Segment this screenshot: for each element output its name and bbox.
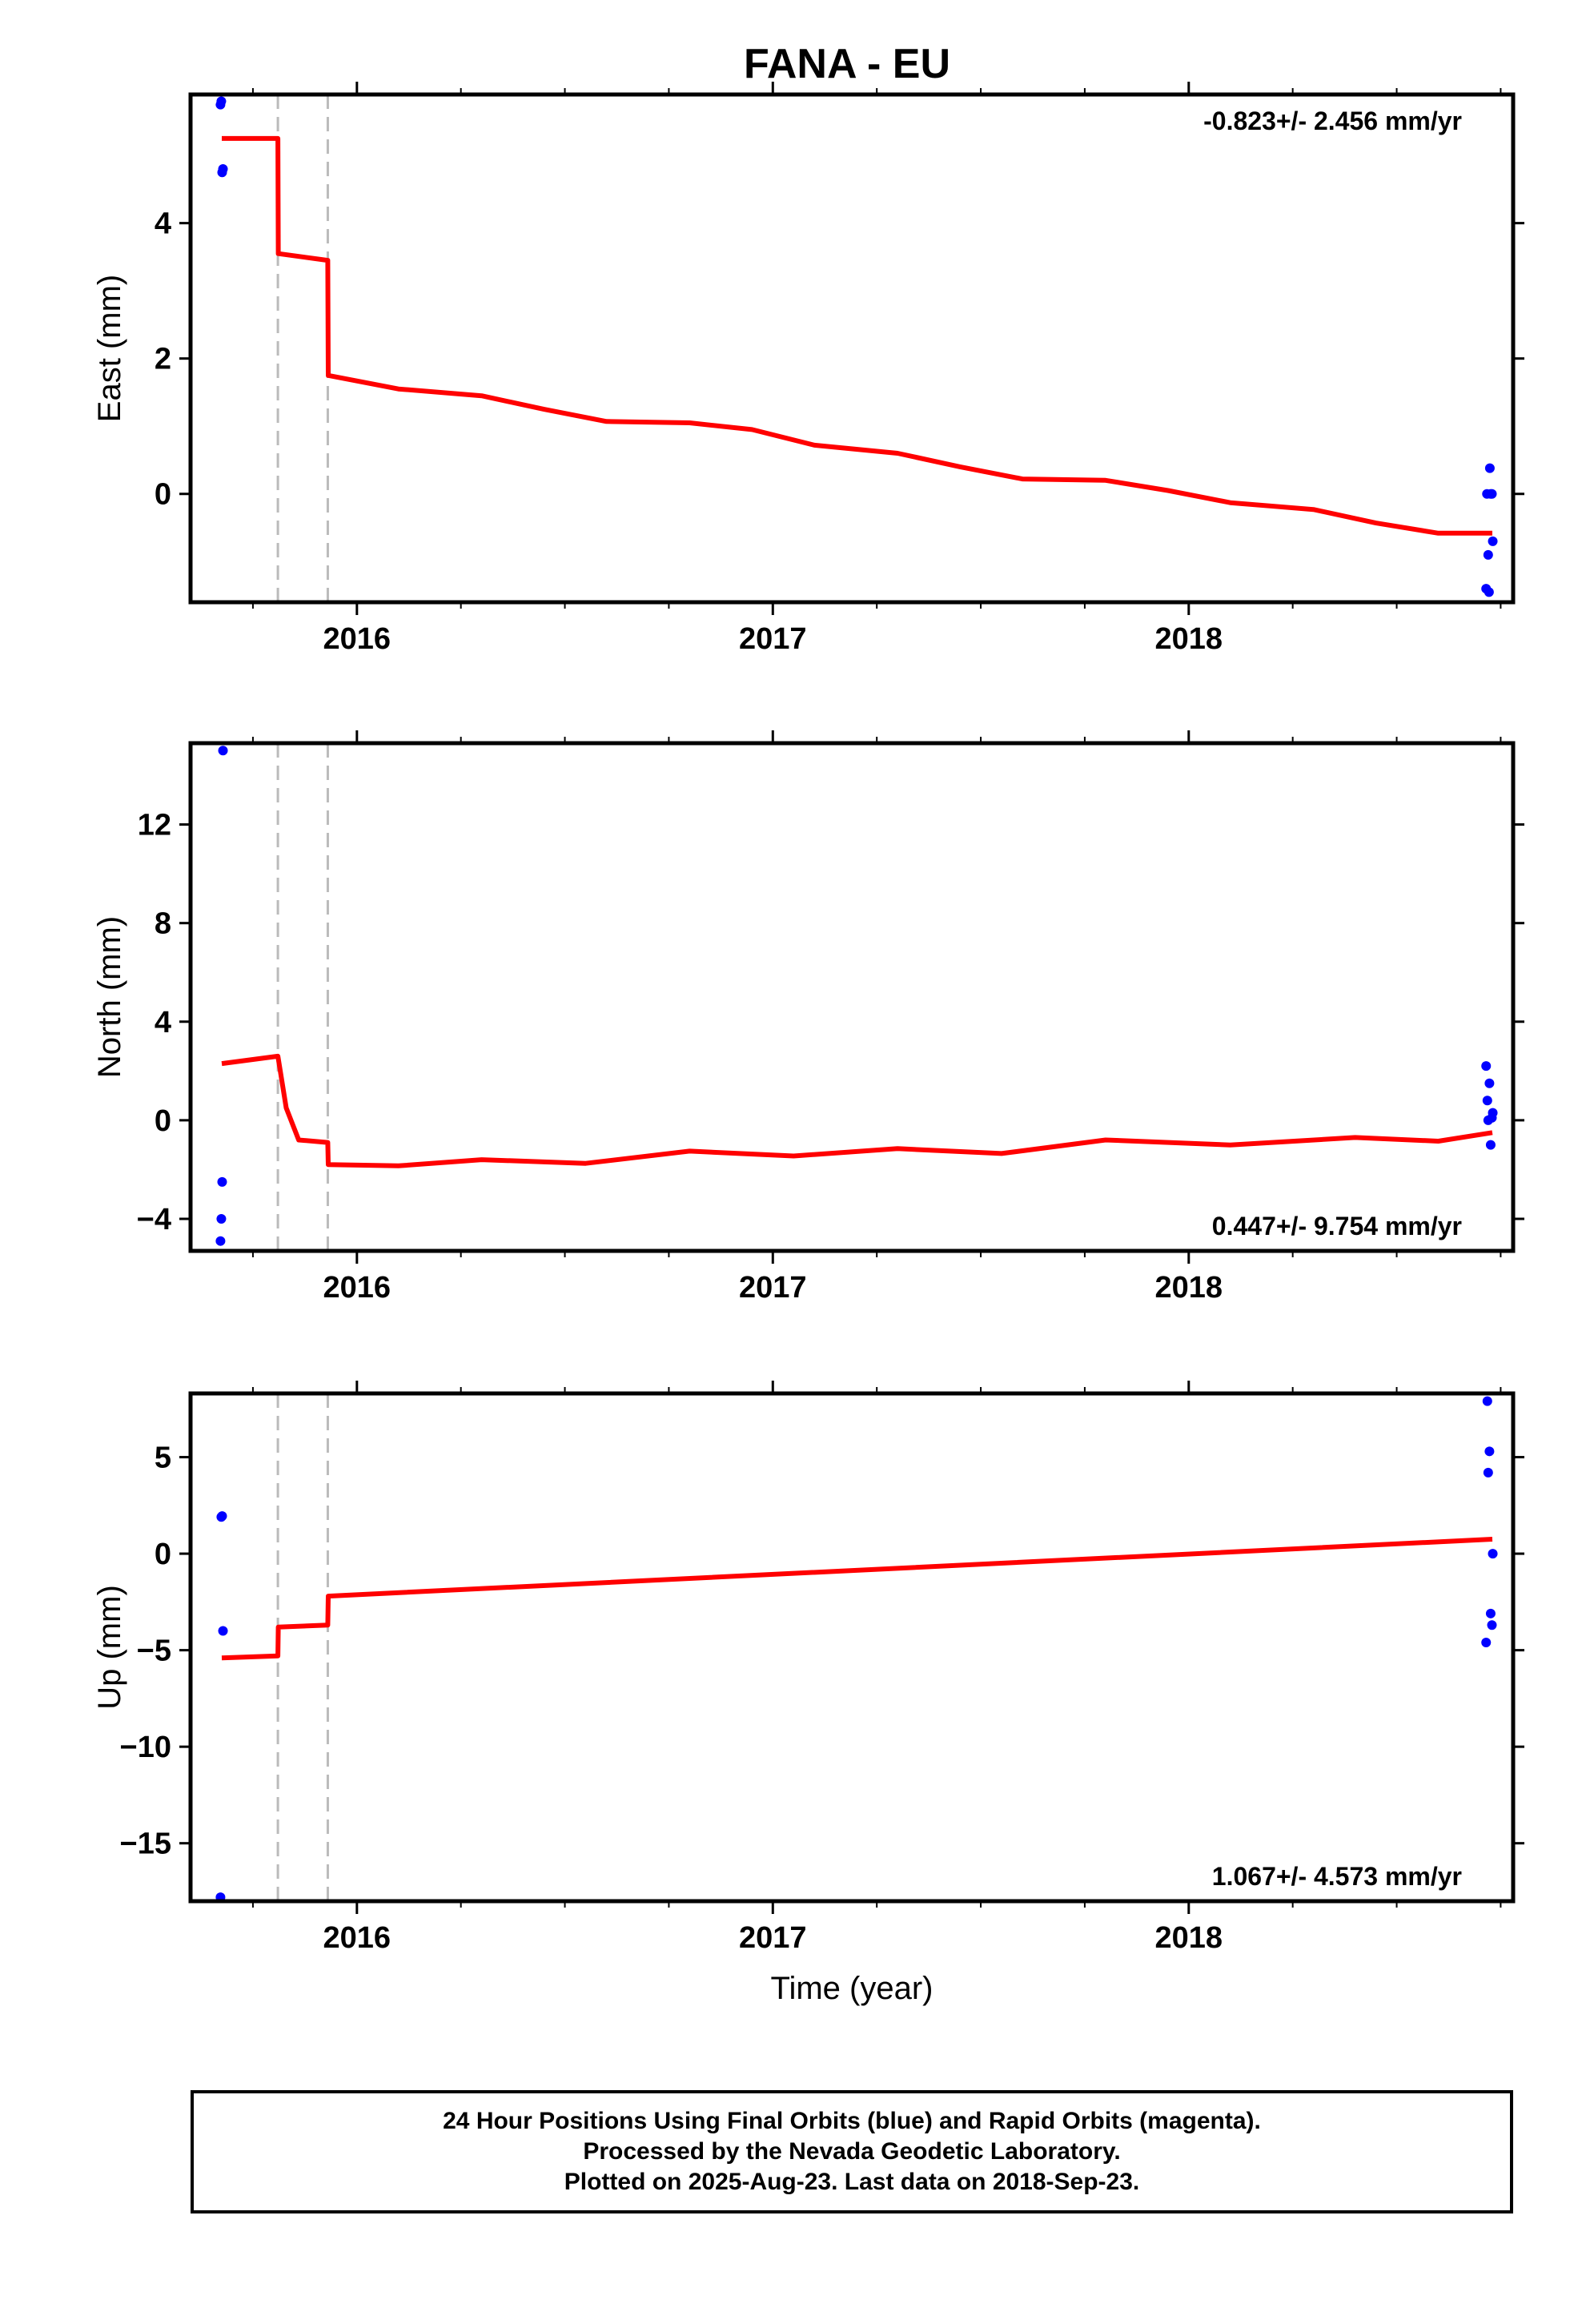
model-line xyxy=(222,135,1492,536)
data-point xyxy=(1485,1140,1496,1150)
y-tick-label: 0 xyxy=(155,1104,171,1138)
data-point xyxy=(1482,1396,1492,1406)
panel-up: −15 −10 −5 0 5 2016 2017 2018 Up (mm) 1.067+/- 4.… xyxy=(92,1381,1524,2006)
data-point xyxy=(1487,489,1497,499)
data-point xyxy=(1485,1608,1496,1618)
plot-frame xyxy=(188,92,1516,605)
model-line xyxy=(221,1537,1493,1661)
x-tick-label: 2018 xyxy=(1155,1271,1223,1305)
model-line xyxy=(221,1053,1493,1168)
x-tick-label: 2016 xyxy=(323,1271,391,1305)
y-tick-label: 4 xyxy=(155,1006,171,1039)
x-tick-label: 2017 xyxy=(739,1271,807,1305)
panel-east: 0 2 4 2016 2017 2018 East (mm) -0.823+/- 2.456 … xyxy=(92,82,1524,656)
panels-group: 0 2 4 2016 2017 2018 East (mm) -0.823+/- 2.456 … xyxy=(92,82,1524,2006)
data-point xyxy=(215,1236,226,1246)
x-axis-label: Time (year) xyxy=(771,1971,934,2006)
data-point xyxy=(218,1626,228,1636)
x-tick-label: 2016 xyxy=(323,1921,391,1955)
y-tick-label: −4 xyxy=(137,1203,171,1236)
data-point xyxy=(1483,1467,1493,1478)
y-tick-label: −5 xyxy=(137,1634,171,1668)
data-point xyxy=(1484,1078,1495,1088)
y-tick-label: 4 xyxy=(155,207,171,241)
caption-box: 24 Hour Positions Using Final Orbits (bl… xyxy=(191,2090,1513,2213)
rate-label: 0.447+/- 9.754 mm/yr xyxy=(1212,1212,1462,1240)
data-point xyxy=(216,1213,227,1224)
y-axis-label: East (mm) xyxy=(92,275,127,422)
data-point xyxy=(217,1176,227,1187)
y-tick-label: 5 xyxy=(155,1441,171,1475)
y-axis-label: North (mm) xyxy=(92,916,127,1078)
data-point xyxy=(1484,587,1494,597)
data-point xyxy=(1487,1620,1497,1630)
x-tick-label: 2018 xyxy=(1155,622,1223,656)
plot-frame xyxy=(188,741,1516,1253)
data-point xyxy=(1484,463,1495,473)
figure-title: FANA - EU xyxy=(744,41,950,87)
data-point xyxy=(1484,1446,1495,1457)
data-point xyxy=(218,746,228,756)
data-point xyxy=(1488,1108,1498,1118)
data-point xyxy=(1483,549,1493,560)
data-point xyxy=(218,163,228,174)
x-tick-label: 2017 xyxy=(739,1921,807,1955)
x-tick-label: 2016 xyxy=(323,622,391,656)
data-point xyxy=(217,1511,227,1522)
data-point xyxy=(216,96,227,107)
y-axis-label: Up (mm) xyxy=(92,1585,127,1710)
rate-label: 1.067+/- 4.573 mm/yr xyxy=(1212,1862,1462,1891)
data-point xyxy=(1481,1061,1492,1072)
data-point xyxy=(1488,1549,1498,1559)
y-tick-label: −15 xyxy=(120,1827,171,1861)
panel-north: −4 0 4 8 12 2016 2017 2018 North (mm) 0.447+/- 9.… xyxy=(92,730,1524,1305)
x-tick-label: 2017 xyxy=(739,622,807,656)
y-tick-label: 0 xyxy=(155,478,171,512)
data-point xyxy=(1482,1096,1492,1106)
y-tick-label: −10 xyxy=(120,1731,171,1764)
plot-frame xyxy=(188,1391,1516,1904)
y-tick-label: 12 xyxy=(138,809,171,842)
x-tick-label: 2018 xyxy=(1155,1921,1223,1955)
caption-line-2: Processed by the Nevada Geodetic Laborat… xyxy=(583,2138,1121,2165)
y-tick-label: 0 xyxy=(155,1538,171,1571)
rate-label: -0.823+/- 2.456 mm/yr xyxy=(1203,107,1462,135)
caption-line-3: Plotted on 2025-Aug-23. Last data on 201… xyxy=(564,2169,1140,2195)
data-point xyxy=(1488,536,1498,546)
y-tick-label: 2 xyxy=(155,343,171,376)
y-tick-label: 8 xyxy=(155,907,171,941)
data-point xyxy=(1481,1637,1492,1647)
caption-line-1: 24 Hour Positions Using Final Orbits (bl… xyxy=(443,2108,1261,2134)
